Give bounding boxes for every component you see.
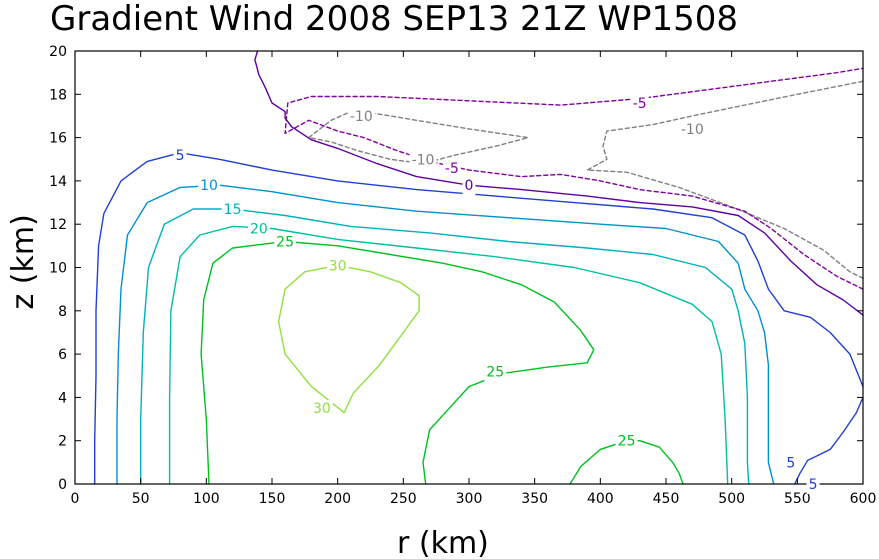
contour-label-bg-0-3-0 [462,177,476,196]
y-tick-label-6: 12 [49,217,67,233]
contour-label-bg--10-0-1 [409,151,437,170]
contour-label-bg--5-2-0 [442,159,461,178]
y-tick-label-4: 8 [58,304,67,320]
y-tick-label-5: 10 [49,261,67,277]
x-tick-label-0: 0 [71,491,80,507]
title-group: Gradient Wind 2008 SEP13 21Z WP1508 [50,0,738,39]
contour-line-25-10 [569,440,684,485]
y-tick-label-8: 16 [49,131,67,147]
axis-titles-group: r (km) z (km) [6,214,489,559]
plot-frame [74,50,864,485]
x-tick-label-2: 100 [193,491,220,507]
contour-line--10-1 [586,80,864,279]
contour-label-bg-10-6-0 [198,177,220,196]
contour-label-20-8-0: 20 [250,222,268,238]
x-tick-label-12: 600 [850,491,877,507]
contour-line-15-7 [140,208,750,485]
contour-line-25-9 [200,240,595,485]
contour-label-bg-30-11-0 [326,257,349,276]
x-tick-label-9: 450 [653,491,680,507]
x-tick-label-3: 150 [259,491,286,507]
y-tick-label-1: 2 [58,434,67,450]
contour-label-bg-5-5-0 [784,454,798,473]
contour-label-0-3-0: 0 [465,178,474,194]
x-axis-title: r (km) [397,526,489,559]
contour-line-30-11 [277,264,420,414]
x-tick-label-1: 50 [132,491,150,507]
y-tick-label-7: 14 [49,174,67,190]
contour-label-bg-25-9-0 [274,233,296,252]
x-tick-label-7: 350 [521,491,548,507]
y-axis-title: z (km) [6,214,41,309]
x-tick-label-4: 200 [324,491,351,507]
x-tick-label-11: 550 [784,491,811,507]
contour-label-5-5-1: 5 [809,477,818,493]
contour-label-bg-5-5-1 [806,476,820,494]
x-tick-label-5: 250 [390,491,417,507]
contour-label-bg--10-0-0 [347,107,375,126]
contour-label-5-4-0: 5 [176,148,185,164]
x-tick-label-8: 400 [587,491,614,507]
y-tick-label-10: 20 [49,44,67,60]
contour-label--5-2-0: -5 [445,161,459,177]
contour-line--5-2 [284,67,864,290]
x-tick-label-10: 500 [718,491,745,507]
y-tick-label-3: 6 [58,347,67,363]
contour-label-5-5-0: 5 [786,455,795,471]
contour-label-bg-5-4-0 [173,146,187,165]
contour-label-bg-25-9-1 [484,363,507,382]
contour-label-bg--5-2-1 [630,95,649,113]
contour-label-bg-30-11-1 [311,400,333,419]
chart-title: Gradient Wind 2008 SEP13 21Z WP1508 [50,0,738,39]
contour-line-10-6 [116,184,775,485]
contour-label-25-9-1: 25 [486,364,504,380]
contour-label-25-10-0: 25 [618,434,636,450]
contours-group [94,50,864,485]
contour-label-30-11-0: 30 [329,258,347,274]
contour-label-30-11-1: 30 [313,401,331,417]
y-tick-label-2: 4 [58,390,67,406]
contour-label--10-0-1: -10 [412,152,435,168]
y-tick-label-9: 18 [49,87,67,103]
contour-label-bg-20-8-0 [248,220,270,239]
contour-label-15-7-0: 15 [224,202,242,218]
axes-group: 0 50 100 150 200 250 300 350 400 450 500 550 6000246… [49,44,876,507]
contour-label-bg-25-10-0 [615,432,638,451]
contour-label--5-2-1: -5 [633,96,647,112]
contour-line-5-5 [794,396,864,485]
contour-label-25-9-0: 25 [276,235,294,251]
contour-label--10-0-0: -10 [350,109,373,125]
contour-label-bg-15-7-0 [221,201,244,219]
y-tick-label-0: 0 [58,477,67,493]
contour-line-20-8 [168,225,729,485]
x-tick-label-6: 300 [456,491,483,507]
contour-label--10-1-0: -10 [681,122,704,138]
contour-line--10-0 [308,110,529,165]
contour-line-5-4 [94,152,864,485]
contour-label-bg--10-1-0 [678,120,706,139]
contour-line-0-3 [254,50,864,316]
contour-label-10-6-0: 10 [200,178,218,194]
